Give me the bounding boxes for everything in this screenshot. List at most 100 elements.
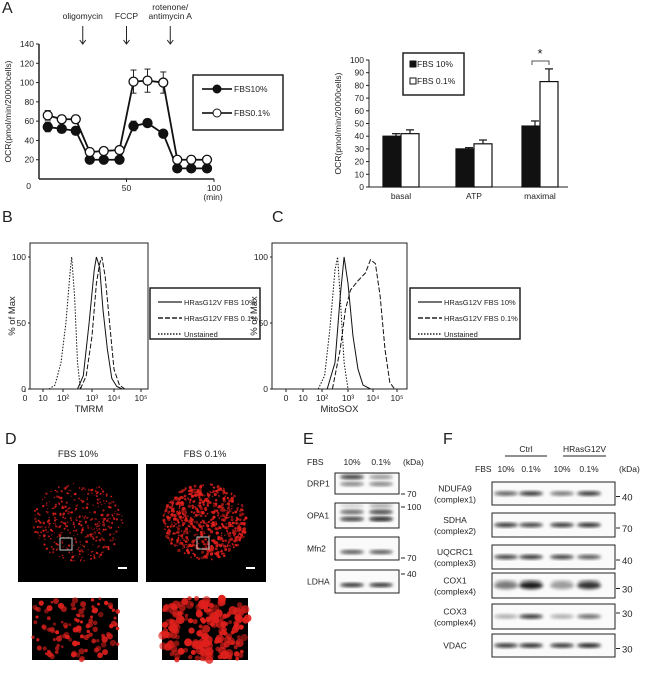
mitochondria-spot — [199, 641, 207, 648]
mitochondria-spot — [103, 524, 105, 526]
mitochondria-spot — [163, 521, 166, 524]
mitochondria-spot — [96, 639, 100, 643]
mitochondria-spot — [95, 495, 98, 497]
mitochondria-spot — [172, 499, 175, 501]
mitochondria-spot — [69, 489, 72, 492]
mitochondria-spot — [176, 527, 180, 531]
mitochondria-spot — [73, 525, 76, 528]
mitochondria-spot — [78, 553, 81, 556]
mitochondria-spot — [109, 539, 112, 542]
mitochondria-spot — [82, 515, 84, 517]
mitochondria-spot — [228, 509, 232, 513]
mitochondria-spot — [88, 489, 90, 491]
mitochondria-spot — [66, 546, 68, 549]
mitochondria-spot — [171, 537, 174, 540]
mitochondria-spot — [198, 501, 202, 505]
mitochondria-spot — [212, 502, 215, 505]
protein-band — [577, 582, 601, 589]
mitochondria-spot — [203, 530, 205, 532]
mitochondria-spot — [205, 616, 212, 623]
mitochondria-spot — [188, 521, 191, 524]
mitochondria-spot — [80, 531, 83, 534]
mitochondria-spot — [44, 538, 46, 541]
mitochondria-spot — [236, 635, 241, 640]
mitochondria-spot — [191, 650, 196, 655]
mitochondria-spot — [184, 613, 189, 618]
mitochondria-spot — [68, 493, 70, 495]
mitochondria-spot — [80, 499, 83, 502]
mitochondria-spot — [235, 656, 240, 661]
mitochondria-spot — [222, 506, 224, 508]
mitochondria-spot — [177, 534, 180, 537]
mitochondria-spot — [63, 545, 65, 548]
mitochondria-spot — [37, 512, 39, 515]
mitochondria-spot — [80, 601, 87, 608]
mitochondria-spot — [77, 497, 80, 500]
mitochondria-spot — [99, 498, 101, 500]
mitochondria-spot — [43, 608, 49, 614]
mitochondria-spot — [206, 549, 209, 552]
mitochondria-spot — [47, 531, 49, 533]
mitochondria-spot — [94, 517, 97, 520]
mitochondria-spot — [47, 526, 50, 528]
mitochondria-spot — [77, 549, 79, 551]
mitochondria-spot — [89, 533, 93, 536]
mitochondria-spot — [73, 521, 75, 524]
mitochondria-spot — [34, 517, 37, 521]
annotation-label: oligomycin — [63, 11, 103, 21]
mitochondria-spot — [206, 540, 209, 543]
mitochondria-spot — [194, 493, 197, 496]
mitochondria-spot — [98, 597, 102, 601]
mitochondria-spot — [59, 555, 61, 558]
data-point — [186, 154, 197, 165]
mitochondria-spot — [112, 536, 115, 539]
mitochondria-spot — [237, 503, 240, 506]
mitochondria-spot — [209, 530, 214, 534]
y-tick-label: 30 — [355, 144, 365, 154]
mitochondria-spot — [216, 485, 220, 489]
mitochondria-spot — [108, 521, 111, 523]
mitochondria-spot — [62, 633, 67, 639]
mitochondria-spot — [191, 504, 195, 508]
mitochondria-spot — [193, 553, 197, 556]
x-tick-label: 10 — [298, 393, 308, 403]
mitochondria-spot — [171, 505, 174, 507]
mitochondria-spot — [101, 530, 104, 533]
mitochondria-spot — [165, 508, 168, 511]
mitochondria-spot — [47, 627, 52, 632]
mitochondria-spot — [196, 510, 200, 513]
mitochondria-spot — [75, 516, 78, 518]
data-point — [42, 110, 53, 121]
mitochondria-spot — [184, 527, 189, 531]
mitochondria-spot — [78, 556, 80, 558]
mitochondria-spot — [240, 633, 248, 642]
mitochondria-spot — [177, 501, 179, 504]
mitochondria-spot — [62, 514, 65, 516]
protein-band — [340, 550, 364, 554]
mitochondria-spot — [82, 507, 85, 510]
mitochondria-spot — [118, 514, 120, 516]
significance-star: * — [537, 46, 542, 61]
data-point — [128, 76, 139, 87]
mitochondria-spot — [197, 629, 206, 637]
mitochondria-spot — [230, 525, 233, 527]
mitochondria-spot — [222, 489, 226, 493]
mitochondria-spot — [206, 521, 208, 524]
mitochondria-spot — [185, 548, 190, 553]
mitochondria-spot — [65, 501, 68, 504]
mitochondria-spot — [170, 542, 173, 545]
mitochondria-spot — [67, 529, 70, 532]
mitochondria-spot — [193, 533, 197, 537]
histogram-curve — [79, 256, 126, 390]
mitochondria-spot — [230, 493, 233, 496]
mitochondria-spot — [101, 537, 104, 540]
mitochondria-spot — [117, 508, 120, 511]
mitochondria-spot — [164, 528, 166, 531]
protein-band — [369, 504, 393, 508]
mitochondria-spot — [200, 492, 203, 496]
mitochondria-spot — [85, 623, 91, 629]
mitochondria-spot — [54, 503, 57, 506]
mitochondria-spot — [52, 622, 57, 626]
mitochondria-spot — [221, 626, 227, 633]
mitochondria-spot — [96, 523, 99, 525]
